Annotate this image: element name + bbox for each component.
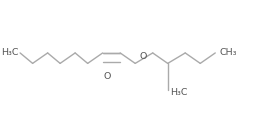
Text: H₃C: H₃C [1,48,19,57]
Text: O: O [139,52,146,61]
Text: O: O [104,72,111,81]
Text: CH₃: CH₃ [219,48,236,57]
Text: H₃C: H₃C [170,88,188,97]
